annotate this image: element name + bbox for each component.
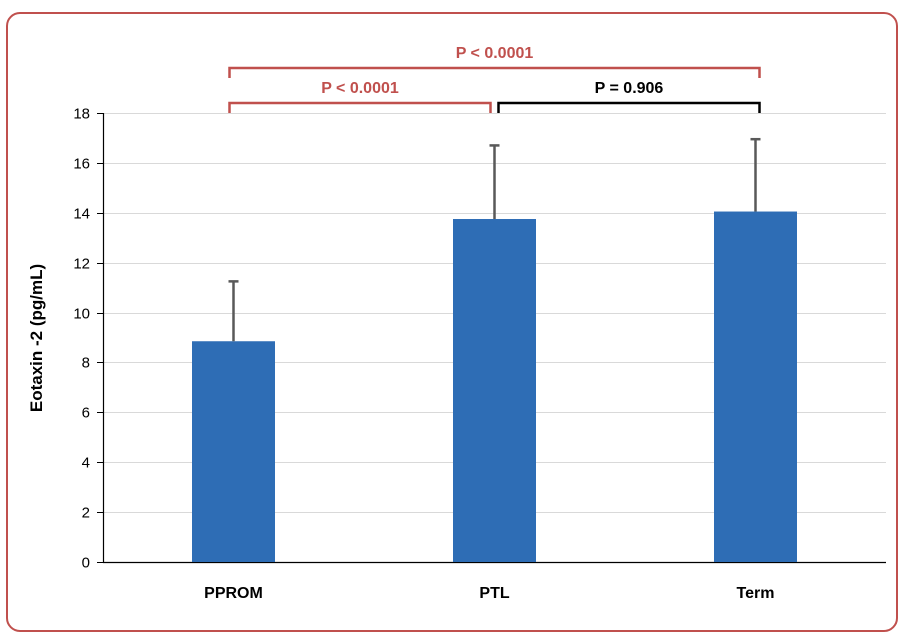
error-bars: [228, 137, 761, 342]
comparison-bracket: [497, 101, 761, 113]
comparison-p-value: P < 0.0001: [456, 45, 534, 62]
y-tick-label: 6: [82, 405, 90, 422]
y-axis-label: Eotaxin -2 (pg/mL): [27, 264, 46, 412]
axes: [97, 113, 886, 564]
bars: [192, 211, 797, 562]
y-tick-label: 12: [73, 256, 90, 273]
comparison-bracket: [228, 66, 761, 78]
y-tick-label: 8: [82, 355, 90, 372]
y-tick-label: 2: [82, 505, 90, 522]
bar-ptl: [453, 219, 536, 562]
y-tick-labels: 0 2 4 6 8 10 12 14 16 18: [73, 106, 90, 572]
significance-brackets: P < 0.0001 P < 0.0001 P = 0.906: [228, 45, 761, 113]
y-tick-label: 18: [73, 106, 90, 123]
y-tick-label: 10: [73, 306, 90, 323]
comparison-p-value: P = 0.906: [595, 80, 664, 97]
bar-term: [714, 211, 797, 562]
bar-pprom: [192, 341, 275, 562]
comparison-p-value: P < 0.0001: [321, 80, 399, 97]
comparison-bracket: [228, 101, 492, 113]
y-tick-label: 0: [82, 555, 90, 572]
y-tick-label: 4: [82, 455, 90, 472]
x-tick-labels: PPROM PTL Term: [204, 585, 774, 602]
x-tick-label: PPROM: [204, 585, 263, 602]
x-tick-label: Term: [737, 585, 775, 602]
x-tick-label: PTL: [479, 585, 509, 602]
y-tick-label: 16: [73, 156, 90, 173]
y-tick-label: 14: [73, 206, 90, 223]
